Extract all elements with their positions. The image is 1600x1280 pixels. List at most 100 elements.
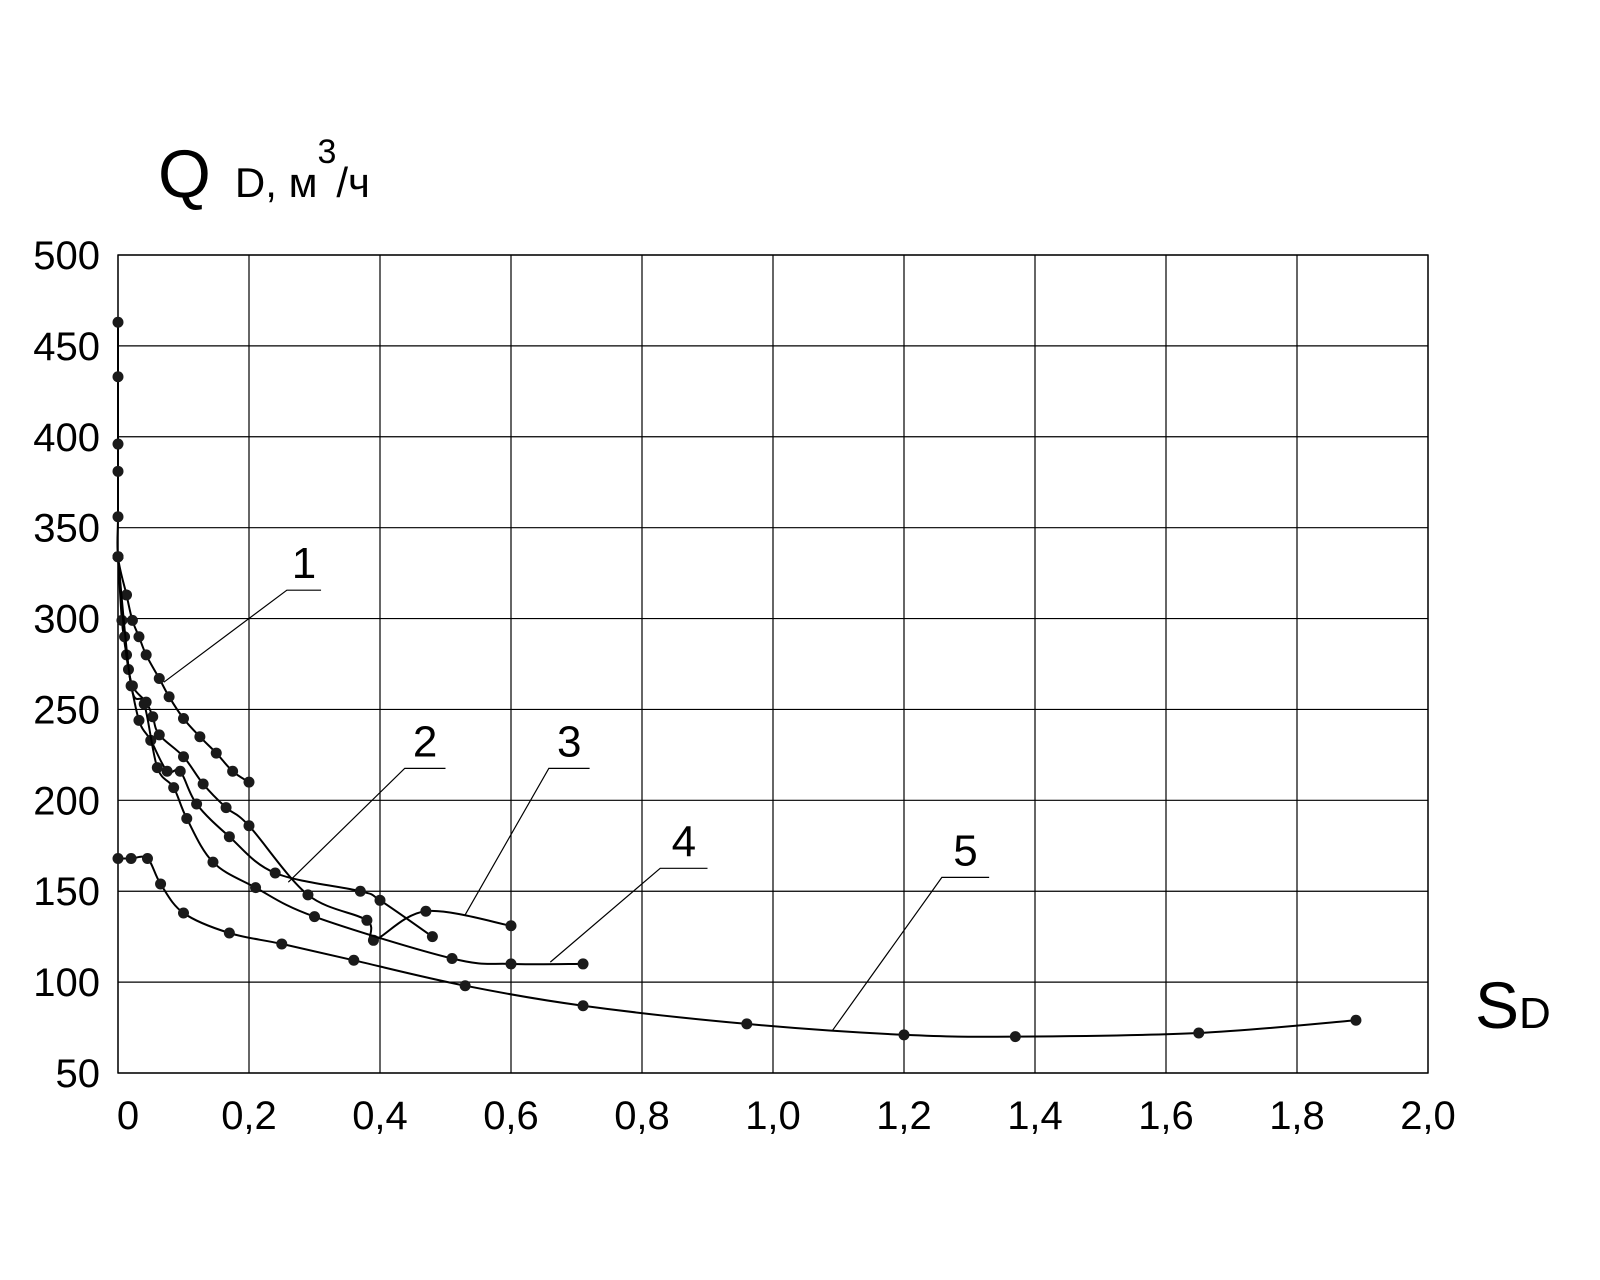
curve-annotation-1: 1 [163,539,322,683]
series-5-point-1 [125,853,137,865]
series-4-point-11 [577,958,589,970]
series-3-point-9 [269,867,281,879]
y-axis-title-tail: /ч [336,159,370,206]
curve-label-3: 3 [557,717,581,766]
y-tick-label-9: 50 [56,1052,101,1096]
x-tick-label-5: 1,0 [745,1094,801,1138]
series-5-point-9 [577,1000,589,1012]
series-5-point-14 [1350,1014,1362,1026]
series-2-point-6 [153,729,165,741]
x-axis-title: SD [1475,968,1551,1042]
x-axis-title-main: S [1475,968,1519,1042]
series-3-line [117,556,433,938]
leader-line-3 [464,767,590,916]
x-axis-title-sub: D [1519,989,1551,1038]
y-axis-title-sub: D, м [235,159,318,206]
series-4-point-2 [138,698,150,710]
series-1-point-13 [194,731,206,743]
x-tick-label-8: 1,6 [1138,1094,1194,1138]
series-1-point-2 [112,438,124,450]
series-5-point-11 [898,1029,910,1041]
series-4-point-8 [309,911,320,923]
series-1-point-15 [227,765,239,777]
series-5-line [118,855,1357,1038]
series-1-point-9 [140,649,152,661]
series-1-point-16 [243,776,255,788]
series-1 [112,316,255,788]
y-tick-label-7: 150 [33,870,100,914]
series-2-point-7 [178,751,189,763]
curve-label-1: 1 [292,539,316,588]
series-4-point-3 [151,762,163,774]
curve-label-4: 4 [672,817,696,866]
series-2 [112,551,517,946]
series-1-point-7 [126,614,138,626]
series-3-point-3 [133,714,145,726]
series-2-point-9 [220,802,232,814]
series-1-point-14 [210,747,222,759]
x-tick-label-4: 0,8 [614,1094,670,1138]
y-tick-label-0: 500 [33,234,100,278]
series-3-point-11 [374,894,386,906]
leader-line-1 [163,589,322,683]
series-5-point-10 [741,1018,753,1030]
series-5-point-0 [112,853,124,865]
series-3-point-5 [161,765,173,777]
y-axis-title: Q D, м3/ч [158,133,370,212]
series-group [112,316,1362,1043]
curve-annotations: 1 2 3 4 5 [163,539,990,1032]
series-5-point-12 [1009,1031,1021,1043]
series-1-point-6 [121,589,133,601]
series-5 [112,853,1362,1043]
curve-annotation-2: 2 [287,717,446,883]
series-4-point-6 [207,856,219,868]
series-4-point-7 [250,882,262,894]
series-1-point-8 [133,631,145,643]
curve-annotation-3: 3 [464,717,590,916]
y-tick-label-8: 100 [33,961,100,1005]
series-5-point-2 [141,853,153,865]
y-tick-label-3: 350 [33,507,100,551]
y-tick-label-1: 450 [33,325,100,369]
series-5-point-3 [155,878,167,890]
x-tick-label-7: 1,4 [1007,1094,1063,1138]
tick-labels: 0 0,2 0,4 0,6 0,8 1,0 1,2 1,4 1,6 1,8 2,0500450400… [33,234,1456,1138]
series-4-point-5 [181,813,193,825]
y-axis-title-sup: 3 [317,133,336,171]
x-tick-label-1: 0,2 [221,1094,277,1138]
series-4-point-4 [168,782,180,794]
series-2-point-12 [361,914,373,926]
series-3-point-8 [223,831,235,843]
series-1-point-4 [112,511,124,523]
grid [117,254,1429,1074]
series-4-point-1 [125,680,137,692]
series-2-point-15 [505,920,517,932]
series-1-point-0 [112,316,124,328]
x-tick-label-3: 0,6 [483,1094,539,1138]
series-4 [112,551,589,970]
series-5-point-7 [348,954,360,966]
x-tick-label-2: 0,4 [352,1094,408,1138]
leader-line-5 [831,876,990,1032]
x-tick-label-9: 1,8 [1269,1094,1325,1138]
series-4-point-0 [112,551,124,563]
curve-label-2: 2 [413,717,437,766]
series-5-point-6 [276,938,288,950]
leader-line-2 [287,767,446,883]
series-3-point-12 [426,931,438,943]
series-4-point-9 [446,952,458,964]
series-1-point-11 [163,691,175,703]
series-2-point-10 [243,820,255,832]
series-5-point-4 [178,907,189,919]
curve-annotation-5: 5 [831,826,990,1032]
y-tick-label-5: 250 [33,688,100,732]
y-tick-label-2: 400 [33,416,100,460]
series-5-point-8 [459,980,471,992]
y-axis-title-main: Q [158,136,211,212]
series-3-point-10 [354,885,366,897]
leader-line-4 [549,867,708,963]
series-4-point-10 [505,958,517,970]
curve-label-5: 5 [953,826,977,875]
x-tick-label-10: 2,0 [1400,1094,1456,1138]
